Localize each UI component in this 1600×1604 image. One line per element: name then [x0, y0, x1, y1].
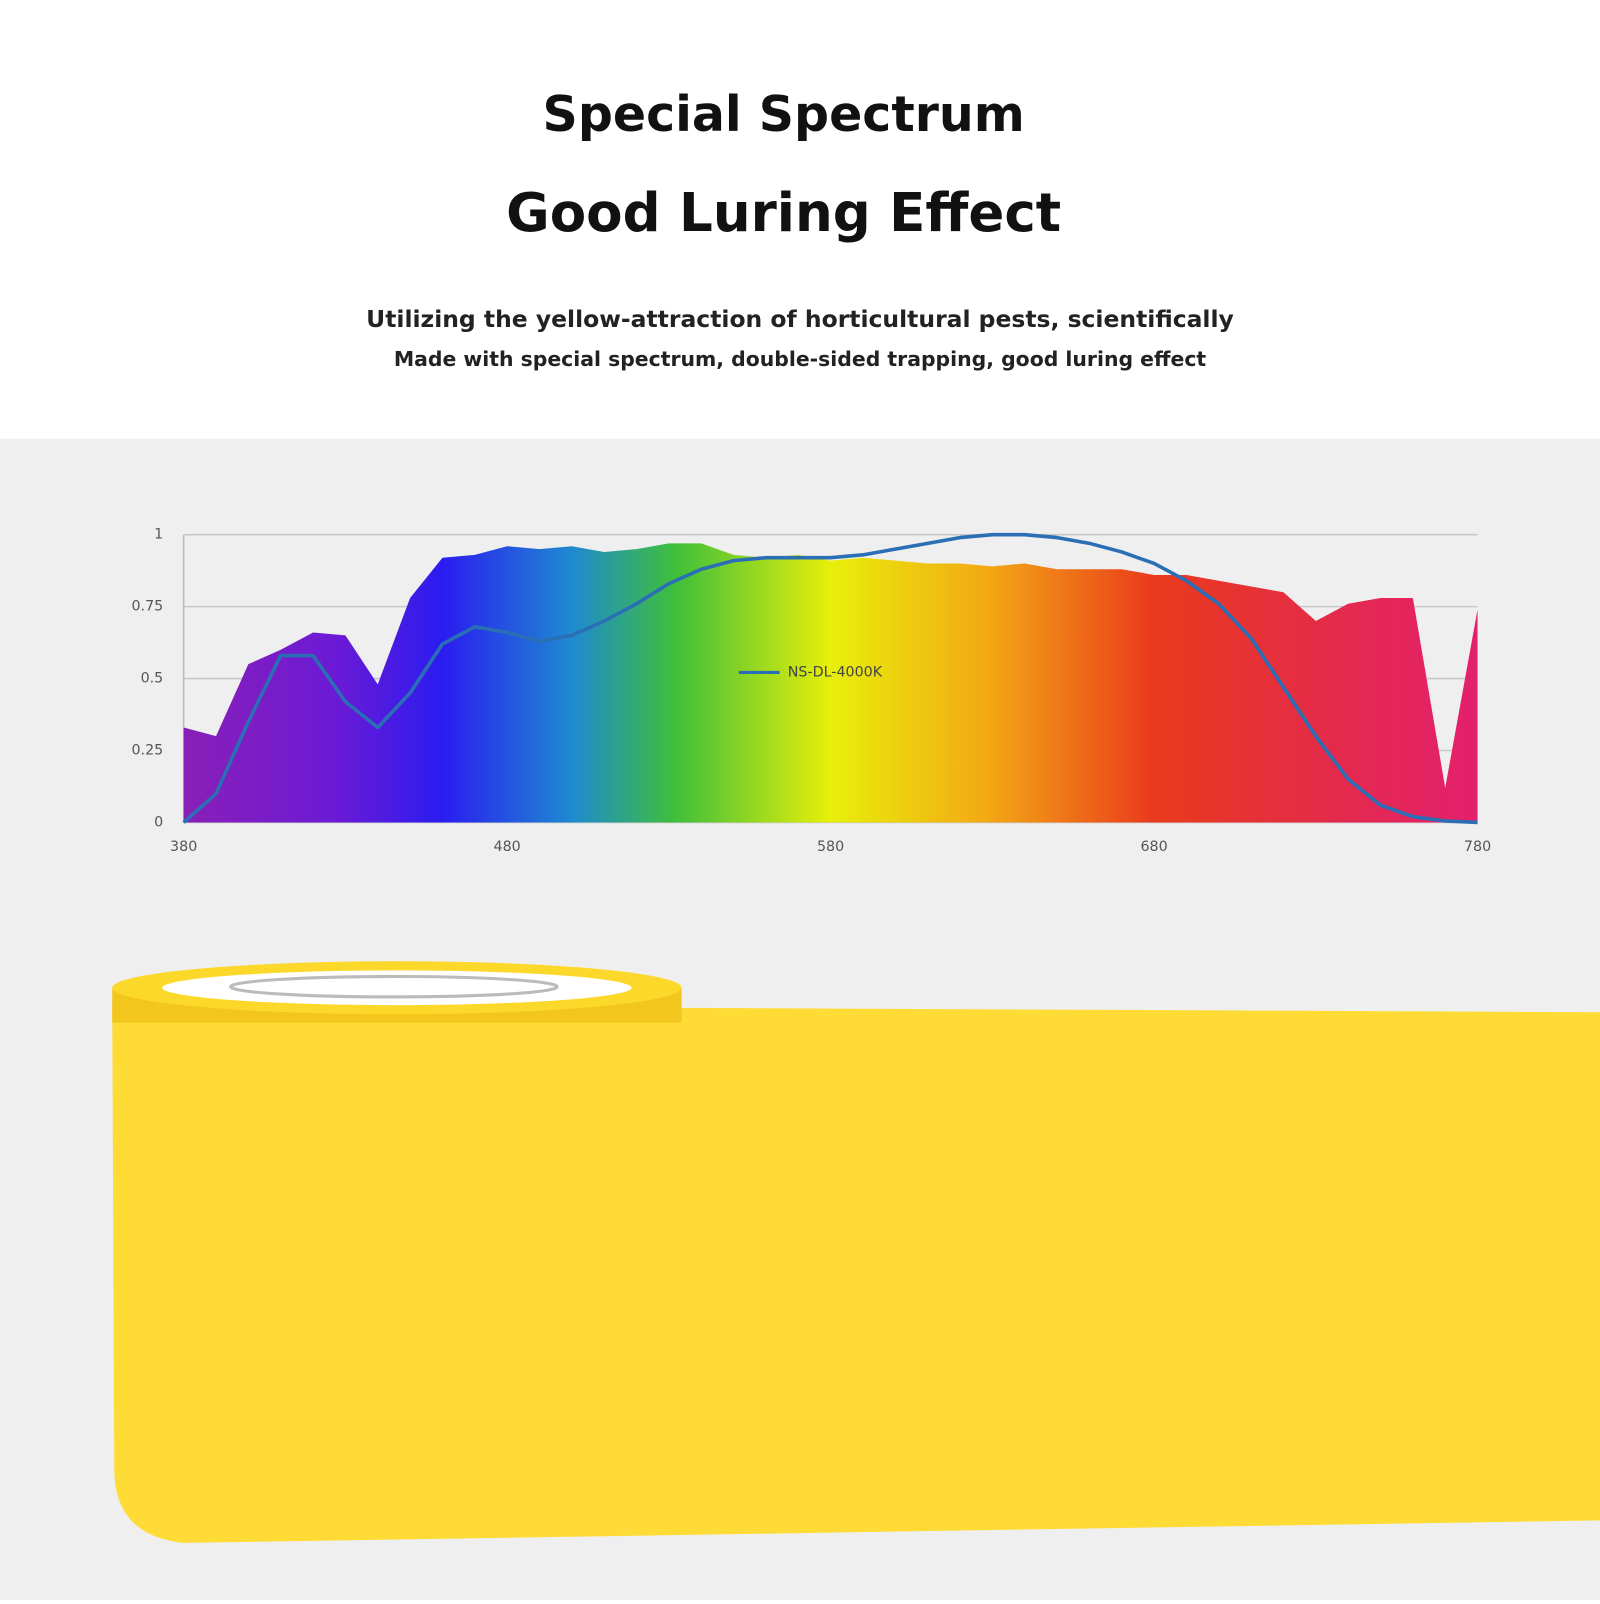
y-tick-label: 0 [154, 814, 163, 830]
x-tick-label: 780 [1464, 839, 1491, 855]
x-tick-label: 380 [170, 839, 197, 855]
subtitle: Good Luring Effect [506, 182, 1061, 244]
y-tick-label: 1 [154, 527, 163, 543]
header-bg [0, 0, 1600, 439]
x-tick-label: 480 [494, 839, 521, 855]
y-tick-label: 0.75 [131, 599, 163, 615]
sheet [112, 1005, 1600, 1543]
y-tick-label: 0.25 [131, 743, 163, 759]
roll-hole [229, 975, 559, 999]
spectrum-area [183, 543, 1478, 823]
x-tick-label: 680 [1140, 839, 1167, 855]
chart: 0 0.25 0.5 0.75 1 380 480 580 680 780 NS-DL-4000K [131, 527, 1491, 855]
legend-label: NS-DL-4000K [788, 664, 883, 680]
product-roll [112, 961, 1600, 1543]
description: Utilizing the yellow-attraction of horti… [366, 305, 1234, 333]
title: Special Spectrum [543, 86, 1025, 143]
series-line [182, 532, 1478, 825]
description: Made with special spectrum, double-sided… [394, 347, 1207, 371]
x-tick-label: 580 [817, 839, 844, 855]
y-tick-label: 0.5 [141, 671, 164, 687]
